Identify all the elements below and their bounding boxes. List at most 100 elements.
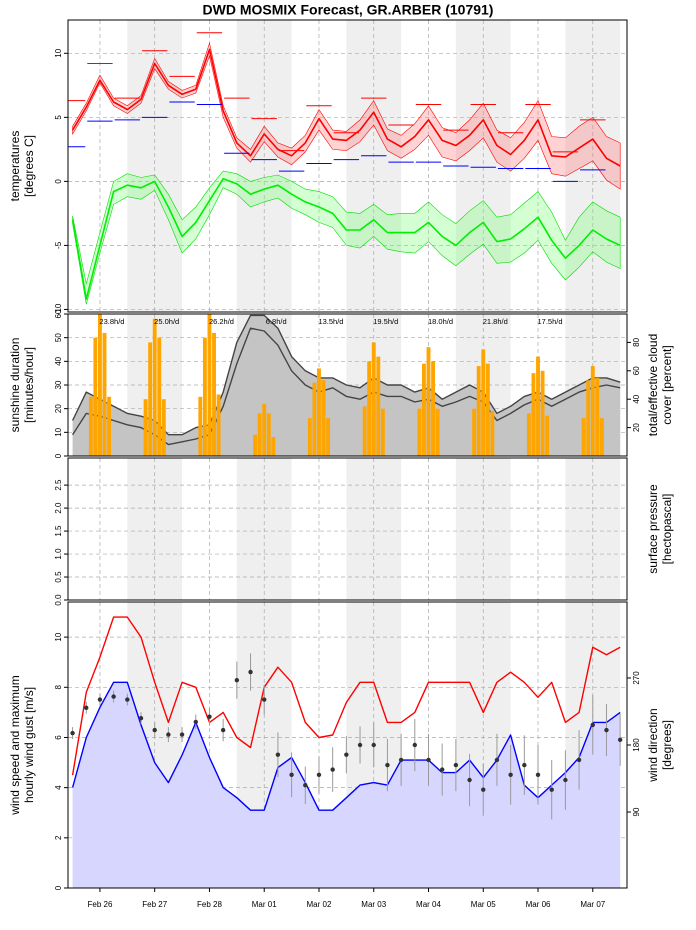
point — [97, 697, 103, 702]
point — [549, 787, 554, 792]
area — [72, 682, 621, 888]
point — [467, 777, 472, 783]
daily-label: 6.8h/d — [266, 317, 287, 326]
daily-label: 23.8h/d — [99, 317, 124, 326]
bar — [590, 366, 595, 456]
daily-label: 18.0h/d — [428, 317, 453, 326]
y-tick-label: 6 — [54, 735, 63, 740]
y-tick-label: 1.5 — [54, 525, 63, 537]
point — [385, 762, 390, 768]
point — [508, 772, 513, 777]
x-tick-label: Mar 06 — [526, 900, 551, 909]
bar — [88, 396, 93, 456]
chart-title: DWD MOSMIX Forecast, GR.ARBER (10791) — [203, 2, 494, 18]
y-tick-label: 2.5 — [54, 479, 63, 491]
band — [72, 41, 621, 190]
bar — [581, 418, 586, 456]
y-tick-label: 5 — [54, 115, 63, 120]
x-tick-label: Mar 05 — [471, 900, 496, 909]
point — [152, 727, 157, 733]
bar — [212, 332, 216, 456]
bar — [431, 361, 436, 456]
bar — [216, 394, 221, 456]
bar — [586, 380, 591, 456]
bar — [481, 349, 486, 456]
daily-label: 19.5h/d — [373, 317, 398, 326]
point — [125, 697, 130, 702]
y2-tick-label: 40 — [632, 394, 641, 403]
line — [71, 178, 621, 300]
plot-area — [70, 616, 623, 888]
y-tick-label: 0.5 — [54, 571, 63, 583]
y-tick-label: 4 — [54, 785, 63, 790]
point — [70, 730, 75, 736]
bar — [545, 415, 550, 456]
bar — [435, 408, 440, 456]
y-tick-label: 10 — [54, 427, 63, 436]
panel-frame — [67, 19, 628, 313]
y-tick-label: 40 — [54, 356, 63, 365]
bar — [426, 347, 431, 456]
point — [576, 757, 582, 763]
bar — [93, 337, 98, 456]
bar — [307, 418, 312, 456]
bar — [143, 399, 148, 456]
y-tick-label: 1.0 — [54, 548, 63, 560]
y-tick-label: 0 — [54, 179, 63, 184]
bar — [536, 356, 540, 456]
point — [412, 742, 418, 748]
y-tick-label: 8 — [54, 685, 63, 690]
bar — [540, 370, 545, 456]
bar — [490, 411, 495, 456]
x-tick-label: Mar 01 — [252, 900, 277, 909]
y2-axis-label: [hectopascal] — [660, 494, 674, 565]
x-tick-label: Mar 03 — [361, 900, 386, 909]
bar — [485, 363, 490, 456]
y-tick-label: 20 — [54, 404, 63, 413]
bar — [376, 356, 381, 456]
bar — [312, 382, 317, 456]
point — [303, 783, 308, 788]
daily-label: 26.2h/d — [209, 317, 234, 326]
bar — [531, 373, 536, 456]
point — [617, 737, 623, 742]
line — [71, 616, 621, 776]
point — [275, 752, 281, 757]
point — [344, 752, 349, 757]
bar — [362, 406, 367, 456]
point — [207, 714, 212, 719]
band — [72, 170, 621, 305]
daily-label: 25.0h/d — [154, 317, 179, 326]
bar — [198, 396, 203, 456]
plot-area — [71, 314, 621, 456]
bar — [417, 408, 422, 456]
bar — [595, 377, 600, 456]
bar — [157, 337, 162, 456]
point — [166, 732, 171, 737]
bar — [321, 380, 326, 456]
x-tick-label: Mar 02 — [307, 900, 332, 909]
y-tick-label: 0.0 — [54, 594, 63, 606]
y-tick-label: 0 — [54, 453, 63, 458]
point — [590, 722, 595, 728]
bar — [326, 418, 331, 456]
bar — [98, 314, 102, 456]
point — [371, 742, 376, 748]
bar — [266, 413, 271, 456]
point — [453, 762, 459, 768]
bar — [152, 318, 157, 456]
point — [398, 757, 404, 763]
daily-label: 17.5h/d — [538, 317, 563, 326]
y2-axis-label: [degrees] — [660, 720, 674, 770]
bar — [371, 342, 376, 456]
point — [220, 727, 226, 733]
bar — [271, 437, 276, 456]
bar — [253, 434, 258, 456]
panel-frame — [67, 457, 628, 601]
bar — [421, 363, 426, 456]
y-axis-label: wind speed and maximum — [8, 675, 22, 815]
point — [426, 757, 431, 763]
point — [563, 777, 568, 783]
